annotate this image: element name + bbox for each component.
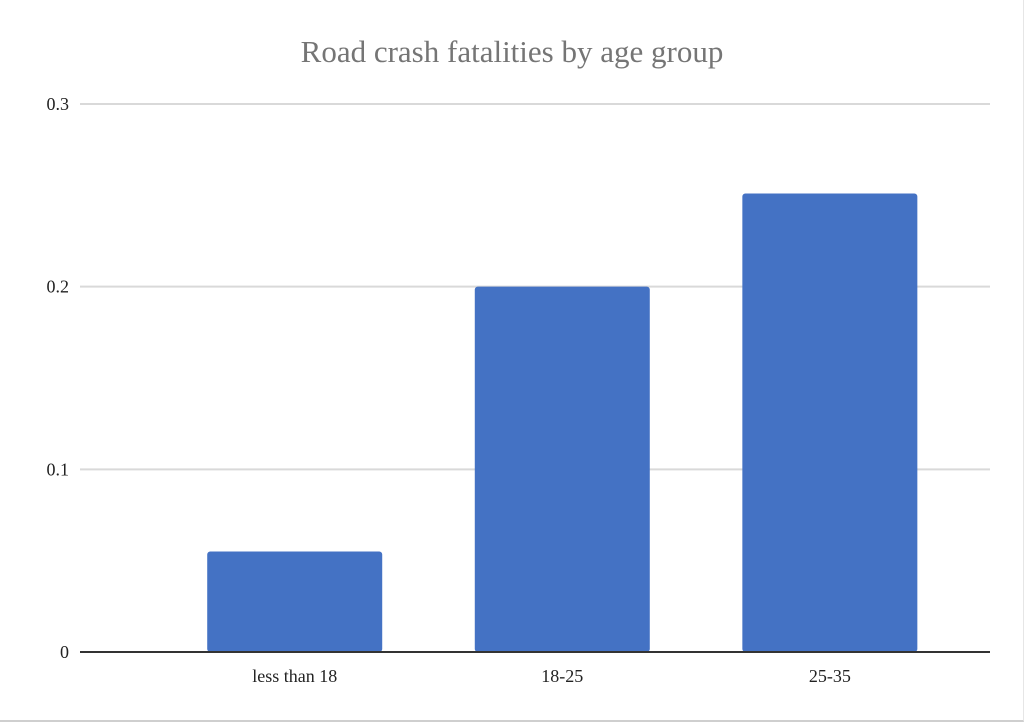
chart-title: Road crash fatalities by age group	[301, 34, 724, 69]
y-tick-label: 0.2	[47, 277, 70, 297]
bars	[207, 193, 918, 653]
y-tick-label: 0.3	[47, 94, 70, 114]
x-category-label: 25-35	[809, 666, 851, 686]
x-category-label: 18-25	[541, 666, 583, 686]
bar-25-35	[742, 193, 918, 653]
y-tick-label: 0.1	[47, 459, 70, 479]
y-axis-tick-labels: 0 0.1 0.2 0.3	[47, 94, 70, 662]
x-axis-category-labels: less than 18 18-25 25-35	[252, 666, 851, 686]
bar-18-25	[474, 286, 650, 652]
bar-less-than-18	[207, 551, 383, 652]
y-tick-label: 0	[60, 642, 69, 662]
x-category-label: less than 18	[252, 666, 337, 686]
